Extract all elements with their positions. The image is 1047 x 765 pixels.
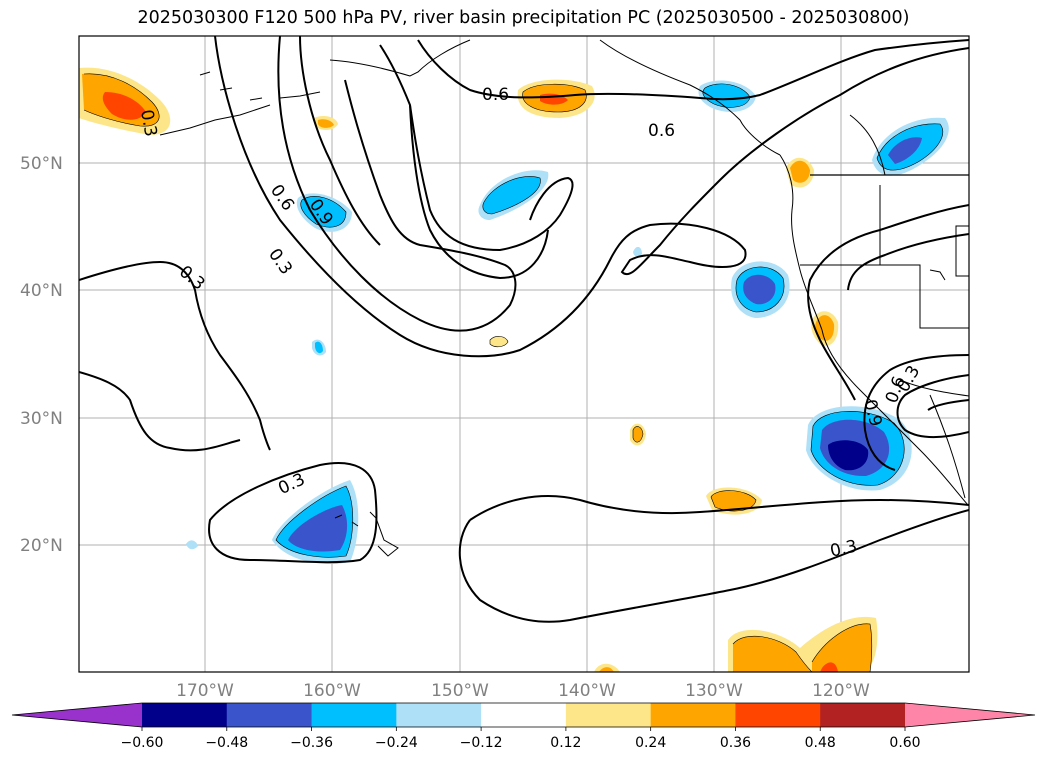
coastlines (159, 39, 969, 557)
lat-label: 50°N (20, 154, 63, 174)
colorbar-segment (650, 703, 736, 727)
colorbar-tick-label: 0.36 (720, 735, 751, 751)
map-title: 2025030300 F120 500 hPa PV, river basin … (137, 8, 910, 28)
colorbar-tick-label: 0.60 (889, 735, 920, 751)
precip-negative-area (482, 176, 541, 214)
lon-label: 160°W (303, 681, 361, 701)
colorbar-segment (142, 703, 228, 727)
colorbar-tick-label: 0.12 (550, 735, 581, 751)
colorbar-extend-max (905, 703, 1035, 727)
colorbar-tick-label: −0.60 (121, 735, 164, 751)
gridlines (79, 36, 969, 672)
colorbar-tick-label: −0.48 (205, 735, 248, 751)
colorbar-segment (820, 703, 906, 727)
pv-contours (79, 36, 969, 623)
contour-label: 0.6 (482, 85, 509, 105)
precip-positive-area (633, 426, 643, 443)
contour-label: 0.3 (828, 536, 859, 561)
precip-positive-area (599, 667, 614, 672)
precip-positive-area (318, 119, 334, 128)
lat-axis: 50°N 40°N 30°N 20°N (20, 154, 63, 556)
colorbar-ticks: −0.60 −0.48 −0.36 −0.24 −0.12 0.12 0.24 0.36 0.4… (121, 727, 921, 751)
precip-positive-area (815, 315, 835, 341)
colorbar (11, 702, 1036, 728)
lat-label: 40°N (20, 281, 63, 301)
precip-negative-area (828, 440, 869, 471)
colorbar-tick-label: 0.24 (635, 735, 666, 751)
colorbar-tick-label: −0.12 (460, 735, 503, 751)
colorbar-tick-label: 0.48 (805, 735, 836, 751)
lon-label: 130°W (685, 681, 743, 701)
lon-label: 120°W (812, 681, 870, 701)
lon-label: 140°W (558, 681, 616, 701)
contour-label: 0.3 (264, 245, 296, 279)
precip-positive-area (490, 336, 508, 347)
colorbar-extend-min (12, 703, 142, 727)
precip-outlines (83, 73, 944, 672)
precip-shading (79, 67, 949, 672)
precip-negative-area (315, 341, 323, 354)
contour-label: 0.3 (275, 469, 308, 499)
precip-negative-area (186, 540, 198, 550)
colorbar-tick-label: −0.24 (375, 735, 418, 751)
plot-area: 0.6 0.6 0.3 0.6 0.9 0.3 0.3 0.3 0.3 0.6 … (79, 36, 969, 672)
plot-border (78, 35, 970, 673)
colorbar-segment (735, 703, 821, 727)
precip-negative-area (288, 505, 348, 552)
lat-label: 30°N (20, 409, 63, 429)
colorbar-segment (481, 703, 567, 727)
precip-negative-area (702, 83, 750, 108)
precip-negative-area (633, 246, 642, 257)
lon-label: 150°W (431, 681, 489, 701)
lat-label: 20°N (20, 536, 63, 556)
contour-label: 0.6 (266, 181, 298, 215)
colorbar-tick-label: −0.36 (290, 735, 333, 751)
precip-positive-area (790, 160, 810, 183)
precip-positive-area (733, 636, 812, 672)
colorbar-segment (226, 703, 313, 727)
colorbar-segment (565, 703, 652, 727)
precip-positive-area (812, 623, 872, 672)
precip-negative-area (300, 196, 346, 228)
precip-negative-area (888, 137, 922, 164)
contour-label: 0.3 (136, 108, 160, 138)
lon-axis: 170°W 160°W 150°W 140°W 130°W 120°W (176, 681, 870, 701)
precip-positive-area (102, 92, 146, 120)
lon-label: 170°W (176, 681, 234, 701)
contour-label: 0.6 (648, 121, 675, 141)
precip-positive-area (820, 662, 838, 672)
precip-positive-area (711, 490, 756, 512)
precip-negative-area (743, 274, 776, 305)
contour-labels: 0.6 0.6 0.3 0.6 0.9 0.3 0.3 0.3 0.3 0.6 … (136, 85, 924, 562)
colorbar-segment (311, 703, 397, 727)
colorbar-segment (396, 703, 482, 727)
